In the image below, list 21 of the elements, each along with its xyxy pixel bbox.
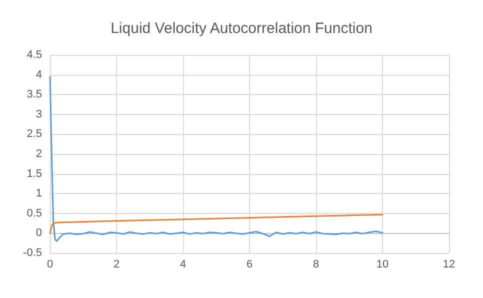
- x-tick-label: 8: [312, 258, 320, 270]
- y-tick-label: 2.5: [26, 128, 42, 140]
- line-series: [49, 214, 384, 234]
- y-tick-label: 4.5: [26, 49, 42, 61]
- x-tick-label: 10: [376, 258, 389, 270]
- x-tick-label: 6: [246, 258, 253, 270]
- chart-title: Liquid Velocity Autocorrelation Function: [110, 20, 372, 37]
- y-tick-label: 0: [36, 227, 42, 240]
- y-tick-label: -0.5: [23, 247, 42, 259]
- line-series: [49, 76, 384, 242]
- y-tick-label: 1.5: [26, 168, 42, 180]
- y-tick-label: 3: [36, 108, 42, 120]
- y-tick-label: 4: [36, 68, 42, 81]
- y-tick-label: 3.5: [26, 88, 42, 101]
- y-tick-label: 2: [36, 148, 42, 160]
- y-tick-label: 0.5: [26, 207, 42, 220]
- x-tick-label: 0: [46, 258, 54, 270]
- x-tick-label: 12: [442, 258, 456, 270]
- x-tick-label: 4: [180, 258, 186, 270]
- x-tick-label: 2: [113, 258, 120, 270]
- y-tick-label: 1: [36, 188, 42, 200]
